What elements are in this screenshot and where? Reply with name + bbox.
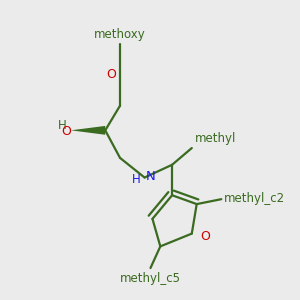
Text: O: O [201,230,211,243]
Text: H: H [132,173,141,186]
Text: N: N [146,170,155,183]
Text: methoxy: methoxy [94,28,146,41]
Polygon shape [71,126,105,135]
Text: methyl_c5: methyl_c5 [120,272,181,285]
Text: methyl_c2: methyl_c2 [224,192,285,205]
Text: O: O [106,68,116,81]
Text: methyl: methyl [195,132,236,145]
Text: H: H [58,119,67,132]
Text: O: O [61,125,71,138]
